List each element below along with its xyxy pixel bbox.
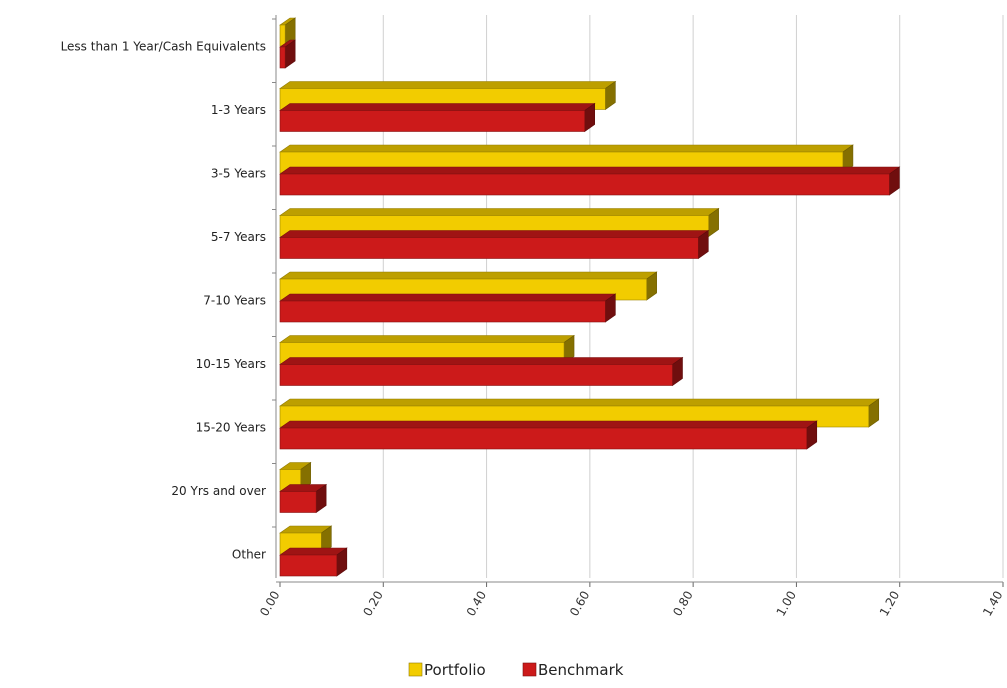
legend-label: Benchmark [538, 661, 624, 679]
y-category-label: 3-5 Years [211, 167, 266, 181]
y-category-label: 7-10 Years [203, 294, 266, 308]
bar-portfolio [279, 461, 312, 492]
x-tick-label: 0.20 [360, 589, 385, 619]
bar-benchmark [279, 420, 818, 450]
y-category-label: 1-3 Years [211, 103, 266, 117]
y-category-label: 15-20 Years [196, 421, 266, 435]
bars [279, 17, 901, 577]
legend-item-portfolio: Portfolio [408, 661, 486, 679]
x-tick-label: 1.20 [877, 589, 902, 619]
y-category-label: 5-7 Years [211, 230, 266, 244]
bar-benchmark [279, 166, 901, 196]
legend-swatch [408, 662, 423, 677]
x-tick-label: 0.00 [257, 589, 282, 619]
bar-benchmark [279, 547, 348, 577]
legend: Portfolio Benchmark [408, 661, 624, 679]
x-tick-label: 0.80 [670, 589, 695, 619]
axes [272, 15, 1004, 587]
bar-benchmark [279, 39, 297, 69]
bar-benchmark [279, 102, 596, 133]
x-tick-label: 0.40 [464, 589, 489, 619]
bar-benchmark [279, 356, 684, 387]
legend-item-benchmark: Benchmark [522, 661, 624, 679]
bar-benchmark [279, 293, 617, 323]
x-tick-label: 1.40 [980, 589, 1005, 619]
bar-benchmark [279, 483, 328, 514]
x-tick-label: 0.60 [567, 589, 592, 619]
x-tick-label: 1.00 [774, 589, 799, 619]
y-category-label: 20 Yrs and over [171, 484, 266, 498]
legend-label: Portfolio [424, 661, 486, 679]
bar-benchmark [279, 229, 710, 260]
y-category-label: 10-15 Years [196, 357, 266, 371]
y-category-label: Less than 1 Year/Cash Equivalents [61, 40, 266, 54]
legend-swatch [522, 662, 537, 677]
bar-portfolio [279, 17, 297, 47]
y-category-label: Other [232, 548, 266, 562]
